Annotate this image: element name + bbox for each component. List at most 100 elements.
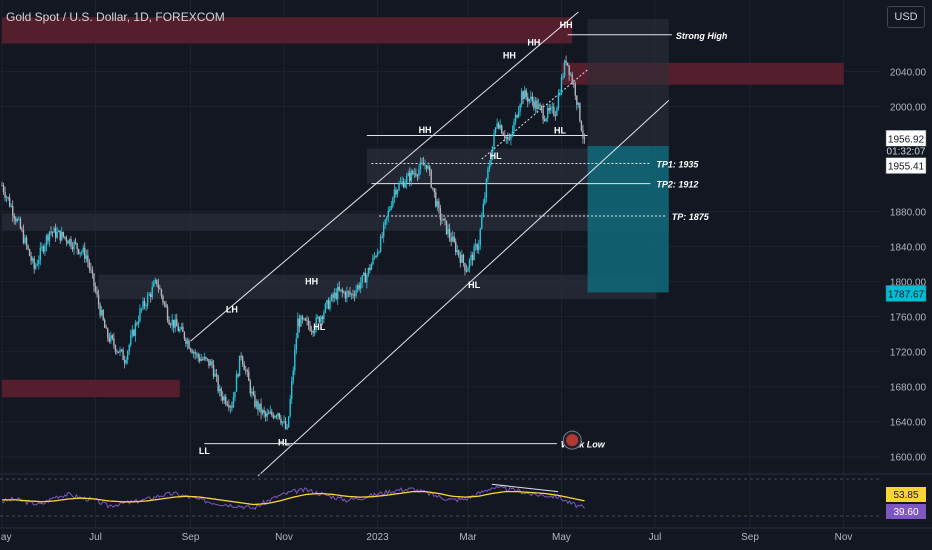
candle-body — [517, 111, 520, 118]
zone-resistance-2 — [2, 379, 180, 398]
projection-box — [587, 19, 669, 146]
candle-body — [7, 197, 9, 198]
x-tick-label-4: 2023 — [366, 532, 389, 543]
candle-body — [346, 291, 348, 299]
candle-body — [412, 170, 414, 175]
candle-body — [159, 288, 161, 290]
candle-body — [556, 108, 558, 116]
candle-body — [301, 316, 304, 320]
candle-body — [100, 309, 103, 316]
candle-body — [540, 105, 543, 109]
candle-body — [317, 316, 319, 318]
swing-label-hl-6: HL — [468, 280, 480, 290]
x-tick-label-3: Nov — [275, 532, 293, 543]
candle-body — [246, 370, 248, 372]
channel-upper-line — [190, 11, 579, 342]
candle-body — [501, 125, 503, 134]
candle-body — [422, 162, 425, 166]
candle-body — [172, 319, 175, 328]
candle-body — [70, 239, 72, 247]
currency-button[interactable]: USD — [887, 6, 925, 28]
candle-body — [56, 232, 58, 238]
candle-body — [19, 218, 22, 229]
candle-body — [323, 312, 325, 320]
chart-title: Gold Spot / U.S. Dollar, 1D, FOREXCOM — [6, 10, 225, 24]
candle-body — [557, 94, 560, 109]
candle-body — [553, 106, 555, 116]
candle-body — [395, 189, 397, 195]
candle-body — [185, 339, 187, 344]
zone-support-3 — [2, 213, 669, 231]
candle-body — [534, 100, 537, 109]
candle-body — [289, 398, 291, 417]
level-label-1: TP1: 1935 — [656, 159, 699, 169]
candle-body — [545, 118, 547, 121]
candle-body — [344, 292, 347, 299]
candle-body — [298, 318, 301, 327]
candle-body — [536, 100, 538, 110]
candle-body — [248, 371, 250, 381]
candle-body — [387, 210, 389, 217]
candle-body — [177, 326, 179, 332]
candle-body — [12, 206, 14, 216]
candle-body — [491, 146, 494, 160]
candle-body — [16, 219, 19, 222]
candle-body — [168, 319, 170, 325]
level-label-4: Weak Low — [561, 440, 606, 450]
candle-body — [482, 203, 485, 217]
candle-body — [358, 285, 360, 289]
candle-body — [283, 421, 285, 422]
candle-body — [142, 301, 144, 309]
level-label-3: TP: 1875 — [672, 212, 710, 222]
candle-body — [59, 230, 61, 241]
candle-body — [163, 302, 166, 304]
candle-body — [441, 219, 443, 221]
candle-body — [232, 397, 235, 408]
candle-body — [243, 364, 245, 371]
swing-label-hh-0: HH — [560, 20, 573, 30]
candle-body — [370, 263, 373, 271]
candle-body — [379, 236, 382, 252]
candle-body — [582, 130, 584, 139]
candle-body — [225, 396, 227, 404]
candle-body — [568, 65, 570, 75]
candle-body — [91, 270, 94, 274]
candle-body — [576, 95, 578, 105]
candle-body — [350, 293, 353, 295]
candle-body — [136, 323, 138, 325]
candle-body — [263, 409, 265, 413]
candle-body — [404, 183, 406, 188]
candle-body — [430, 170, 432, 188]
candle-body — [120, 349, 123, 351]
target-price-label: 1787.67 — [888, 289, 925, 300]
candle-body — [153, 282, 155, 287]
candle-body — [551, 106, 553, 108]
candle-body — [565, 60, 567, 63]
candle-body — [554, 115, 557, 117]
candle-body — [156, 279, 158, 285]
candle-body — [146, 295, 149, 306]
candle-body — [277, 413, 279, 417]
candle-body — [1, 185, 3, 187]
candle-body — [410, 170, 412, 182]
candle-body — [228, 405, 230, 408]
candle-body — [513, 122, 515, 132]
target-box — [587, 145, 669, 293]
candle-body — [563, 60, 566, 77]
candle-body — [176, 319, 178, 327]
candle-body — [304, 318, 307, 321]
x-tick-label-9: Nov — [835, 532, 853, 543]
candle-body — [485, 178, 488, 197]
candle-body — [90, 268, 92, 271]
candle-body — [235, 374, 238, 392]
candle-body — [490, 159, 492, 166]
candle-body — [88, 261, 91, 269]
candle-body — [464, 263, 466, 271]
last-price-label: 1956.92 — [888, 134, 925, 145]
candles-group — [1, 55, 586, 431]
candle-body — [569, 74, 572, 76]
candle-body — [405, 176, 408, 184]
candle-body — [447, 228, 449, 234]
candle-body — [45, 235, 48, 246]
